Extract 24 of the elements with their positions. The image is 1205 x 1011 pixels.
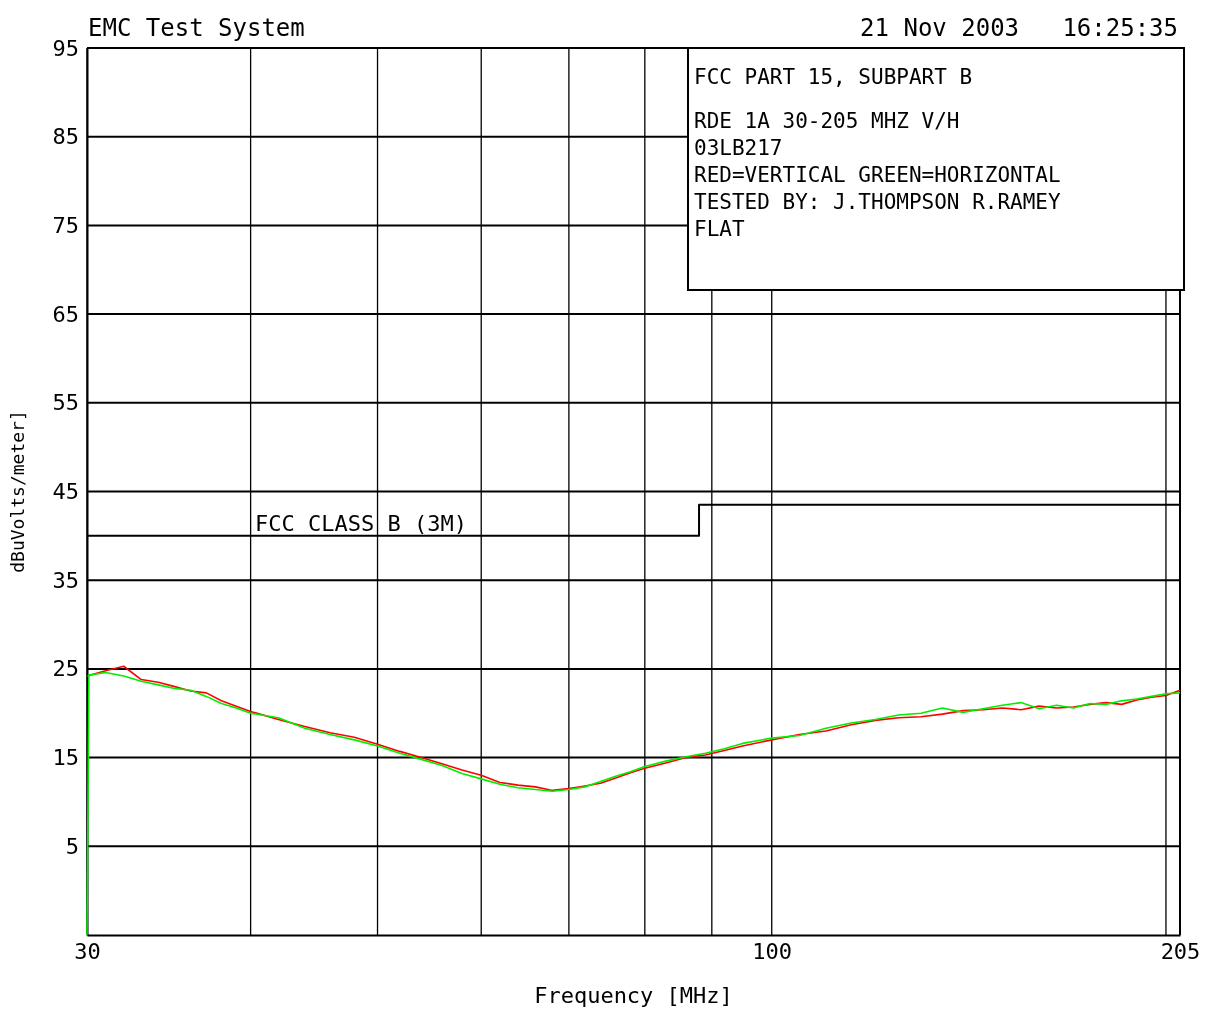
y-tick-label: 85: [52, 124, 79, 150]
y-tick-label: 25: [52, 656, 79, 682]
y-tick-label: 35: [52, 567, 79, 593]
y-tick-label: 5: [65, 833, 79, 859]
y-tick-label: 65: [52, 301, 79, 327]
x-tick-label: 100: [752, 938, 793, 964]
y-tick-label: 45: [52, 479, 79, 505]
annotation: RDE 1A 30-205 MHZ V/H: [694, 109, 960, 133]
x-axis-title: Frequency [MHz]: [534, 983, 733, 1008]
y-tick-label: 15: [52, 745, 79, 771]
x-tick-label: 205: [1160, 938, 1201, 964]
y-tick-label: 55: [52, 390, 79, 416]
chart-subtitle: 21 Nov 2003 16:25:35: [860, 14, 1178, 42]
annotation: 03LB217: [694, 136, 783, 160]
series-label: FCC CLASS B (3M): [255, 510, 467, 536]
annotation: TESTED BY: J.THOMPSON R.RAMEY: [694, 190, 1062, 214]
chart-title: EMC Test System: [88, 14, 305, 42]
y-axis-title: dBuVolts/meter]: [7, 410, 28, 573]
annotation: RED=VERTICAL GREEN=HORIZONTAL: [694, 163, 1061, 187]
y-tick-label: 75: [52, 212, 79, 238]
annotation: FLAT: [694, 217, 745, 241]
annotation: FCC PART 15, SUBPART B: [694, 65, 973, 89]
x-tick-label: 30: [74, 938, 101, 964]
y-tick-label: 95: [52, 35, 79, 61]
